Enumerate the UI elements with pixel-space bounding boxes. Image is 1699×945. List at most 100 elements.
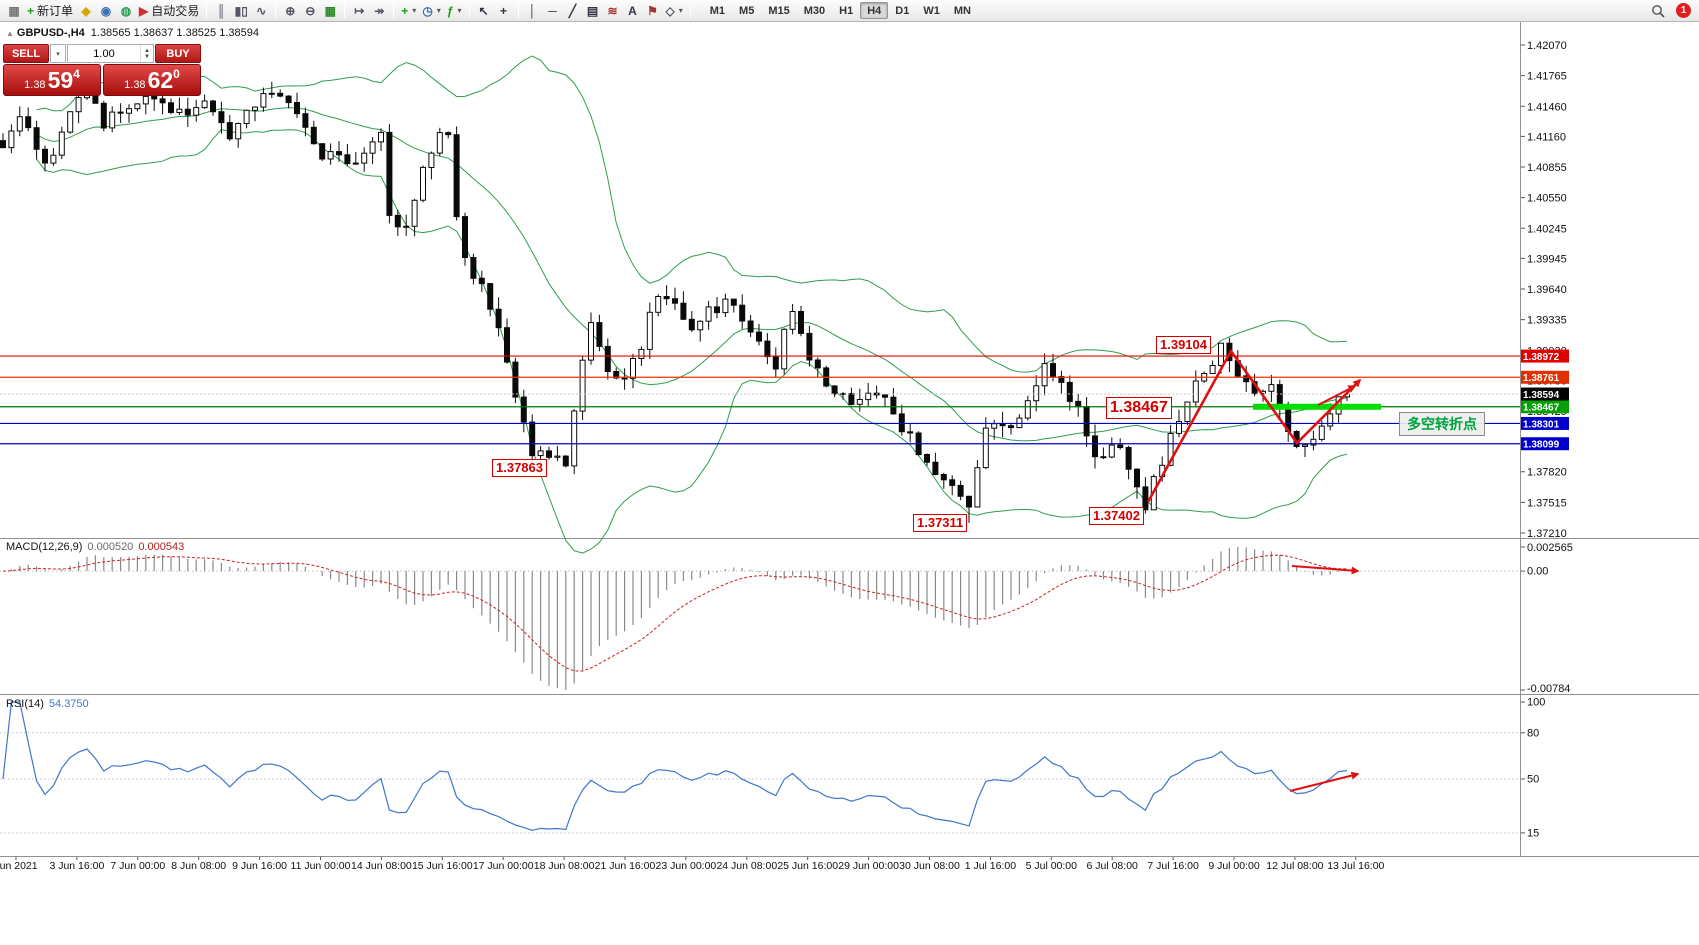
- new-order-button[interactable]: + 新订单: [24, 2, 76, 20]
- periods-icon: ◷: [422, 3, 433, 18]
- auto-scroll-icon[interactable]: ↠: [369, 2, 389, 20]
- zoom-in-icon: ⊕: [285, 3, 296, 18]
- candlestick-chart-icon[interactable]: ▮▯: [231, 2, 251, 20]
- chevron-down-icon[interactable]: ▾: [436, 6, 441, 15]
- svg-text:24 Jun 08:00: 24 Jun 08:00: [716, 860, 777, 872]
- spinner-down-icon[interactable]: ▼: [144, 53, 150, 60]
- text-tool-icon[interactable]: A: [623, 2, 643, 20]
- zoom-in-icon[interactable]: ⊕: [280, 2, 300, 20]
- svg-text:1.37820: 1.37820: [1527, 467, 1567, 479]
- volume-spinner[interactable]: ▲ ▼: [140, 45, 153, 62]
- rsi-label: RSI(14) 54.3750: [6, 698, 89, 710]
- sell-price-point: 4: [73, 67, 80, 81]
- price-tag: [1521, 416, 1569, 430]
- chevron-down-icon[interactable]: ▾: [412, 6, 417, 15]
- macd-label: MACD(12,26,9) 0.000520 0.000543: [6, 541, 184, 553]
- trendline-icon: ╱: [568, 3, 577, 18]
- indicators-icon[interactable]: ƒ ▾: [444, 2, 465, 20]
- timeframe-group: M1 M5 M15 M30 H1 H4 D1 W1 MN: [703, 2, 978, 19]
- svg-text:1.41765: 1.41765: [1527, 71, 1567, 83]
- chevron-down-icon[interactable]: ▾: [457, 6, 462, 15]
- bar-chart-icon: ║: [217, 3, 226, 18]
- market-icon: ◍: [120, 3, 132, 18]
- vertical-line-icon[interactable]: │: [523, 2, 543, 20]
- new-chart-icon[interactable]: + ▾: [398, 2, 419, 20]
- timeframe-h4[interactable]: H4: [860, 2, 889, 19]
- chevron-down-icon: ▾: [56, 50, 60, 58]
- crosshair-icon[interactable]: +: [494, 2, 514, 20]
- timeframe-m5[interactable]: M5: [739, 4, 755, 17]
- fibonacci-icon[interactable]: ≋: [603, 2, 623, 20]
- buy-price-display[interactable]: 1.38 62 0: [103, 64, 201, 96]
- market-icon[interactable]: ◍: [116, 2, 136, 20]
- svg-text:14 Jun 08:00: 14 Jun 08:00: [351, 860, 412, 872]
- svg-text:1.38099: 1.38099: [1523, 440, 1560, 451]
- symbol-icon: ▲: [6, 29, 14, 38]
- macd-name: MACD(12,26,9): [6, 541, 83, 553]
- svg-text:1.42070: 1.42070: [1527, 40, 1567, 52]
- timeframe-m15[interactable]: M15: [768, 4, 790, 17]
- arrows-tool-icon[interactable]: ⚑: [643, 2, 663, 20]
- one-click-trading-panel: SELL ▾ ▲▼ BUY 1.38 59 4 1.38 62 0: [3, 44, 201, 96]
- svg-text:1.38594: 1.38594: [1523, 390, 1560, 401]
- svg-text:12 Jul 08:00: 12 Jul 08:00: [1266, 860, 1323, 872]
- svg-text:6 Jul 08:00: 6 Jul 08:00: [1087, 860, 1139, 872]
- trendline-icon[interactable]: ╱: [563, 2, 583, 20]
- cursor-icon: ↖: [478, 3, 489, 18]
- new-chart-icon: +: [401, 3, 409, 18]
- svg-text:0.00: 0.00: [1527, 566, 1548, 578]
- line-chart-icon[interactable]: ∿: [251, 2, 271, 20]
- svg-text:17 Jun 00:00: 17 Jun 00:00: [473, 860, 534, 872]
- svg-text:1.37515: 1.37515: [1527, 497, 1567, 509]
- sell-button[interactable]: SELL: [3, 44, 49, 63]
- svg-text:1.39335: 1.39335: [1527, 315, 1567, 327]
- timeframe-m1[interactable]: M1: [709, 4, 726, 17]
- svg-text:1.41460: 1.41460: [1527, 101, 1567, 113]
- chart-window-icon[interactable]: ▦: [4, 2, 24, 20]
- rsi-line: [2, 701, 1348, 832]
- price-tag: [1521, 437, 1569, 451]
- shapes-icon[interactable]: ◇ ▾: [663, 2, 686, 20]
- sell-price-display[interactable]: 1.38 59 4: [3, 64, 101, 96]
- spinner-up-icon[interactable]: ▲: [144, 47, 150, 54]
- price-tag: [1521, 349, 1569, 363]
- timeframe-m30[interactable]: M30: [803, 4, 826, 17]
- profile-icon[interactable]: ◉: [96, 2, 116, 20]
- timeframe-d1[interactable]: D1: [895, 4, 910, 17]
- svg-text:Jun 2021: Jun 2021: [0, 860, 38, 872]
- svg-text:1.40550: 1.40550: [1527, 193, 1567, 205]
- svg-text:7 Jun 00:00: 7 Jun 00:00: [110, 860, 165, 872]
- cursor-icon[interactable]: ↖: [474, 2, 494, 20]
- autotrading-button[interactable]: ▶ 自动交易: [136, 2, 202, 20]
- trend-arrow: [1289, 771, 1360, 792]
- svg-text:-0.00784: -0.00784: [1527, 683, 1570, 695]
- compass-icon[interactable]: ◆: [76, 2, 96, 20]
- fibonacci-icon: ≋: [607, 3, 618, 18]
- chart-shift-icon[interactable]: ↦: [349, 2, 369, 20]
- buy-price-pips: 62: [147, 66, 174, 93]
- toolbar-separator: [517, 3, 519, 18]
- bar-chart-icon[interactable]: ║: [211, 2, 231, 20]
- sell-price-pips: 59: [47, 66, 74, 93]
- horizontal-line-icon[interactable]: ─: [543, 2, 563, 20]
- svg-text:21 Jun 16:00: 21 Jun 16:00: [595, 860, 656, 872]
- order-type-dropdown[interactable]: ▾: [50, 44, 66, 63]
- tile-windows-icon[interactable]: ▦: [320, 2, 340, 20]
- svg-text:1.38467: 1.38467: [1523, 403, 1560, 414]
- zoom-out-icon[interactable]: ⊖: [300, 2, 320, 20]
- timeframe-h1[interactable]: H1: [839, 4, 854, 17]
- svg-text:5 Jul 00:00: 5 Jul 00:00: [1026, 860, 1078, 872]
- timeframe-w1[interactable]: W1: [923, 4, 940, 17]
- timeframe-mn[interactable]: MN: [953, 4, 971, 17]
- buy-button[interactable]: BUY: [155, 44, 201, 63]
- notification-badge[interactable]: 1: [1676, 3, 1691, 18]
- volume-field[interactable]: [68, 45, 140, 62]
- periods-icon[interactable]: ◷ ▾: [419, 2, 444, 20]
- svg-text:100: 100: [1527, 697, 1545, 709]
- svg-text:1.39945: 1.39945: [1527, 253, 1567, 265]
- search-icon[interactable]: [1648, 2, 1668, 20]
- chevron-down-icon[interactable]: ▾: [678, 6, 683, 15]
- channel-icon[interactable]: ▤: [583, 2, 603, 20]
